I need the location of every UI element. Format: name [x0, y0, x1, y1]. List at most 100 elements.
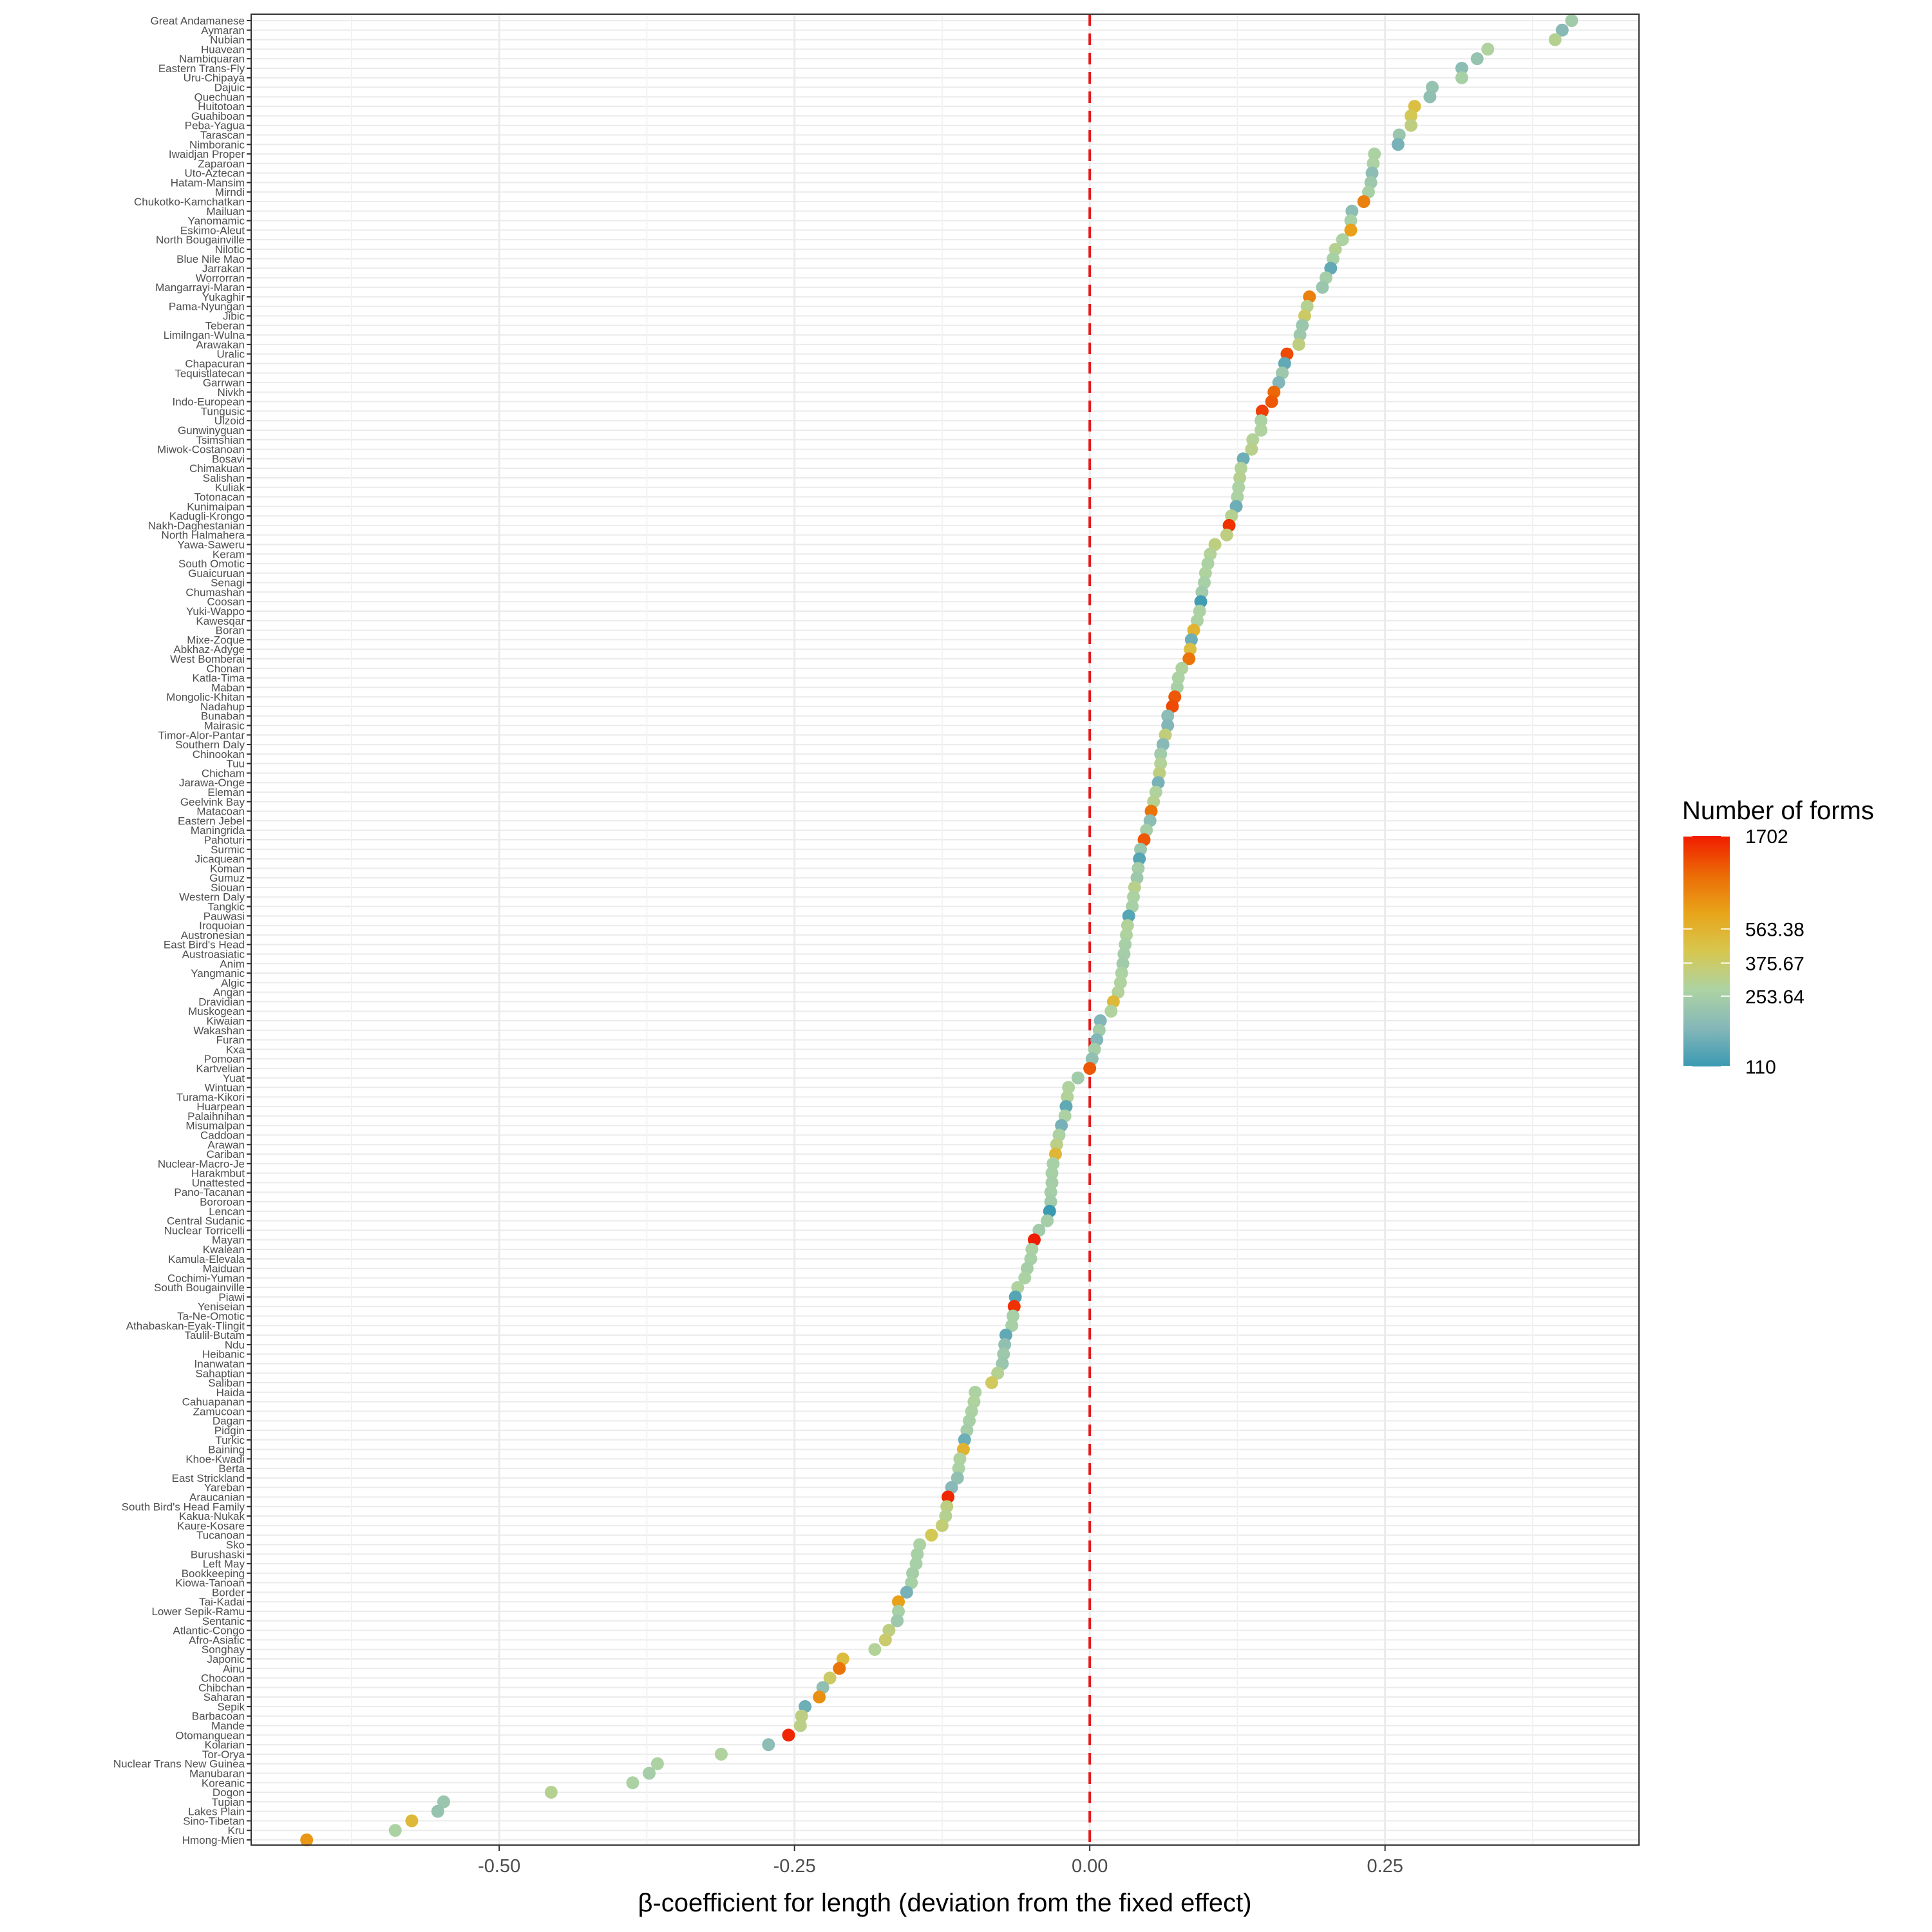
y-tick-label: Maban	[211, 681, 245, 694]
y-tick-label: Great Andamanese	[151, 15, 245, 27]
y-tick-label: Nimboranic	[189, 138, 245, 151]
data-point	[1119, 938, 1132, 951]
data-point	[1405, 109, 1418, 122]
data-point	[1368, 147, 1381, 161]
data-point	[1128, 880, 1141, 894]
data-point	[1032, 1224, 1046, 1237]
y-tick-label: Kolarian	[205, 1739, 245, 1751]
y-tick-label: Piawi	[218, 1291, 245, 1303]
y-tick-label: Tai-Kadai	[199, 1596, 245, 1608]
legend-break-label: 1702	[1745, 826, 1788, 848]
data-point	[1134, 842, 1148, 856]
data-point	[969, 1385, 982, 1399]
data-point	[1045, 1166, 1059, 1180]
data-point	[1104, 1005, 1118, 1018]
data-point	[1154, 747, 1168, 761]
y-tick-label: Pahoturi	[204, 834, 245, 846]
y-tick-label: Maningrida	[191, 824, 245, 837]
data-point	[1423, 90, 1437, 104]
data-point	[643, 1766, 656, 1780]
y-tick-label: Nuclear Trans New Guinea	[113, 1758, 245, 1770]
y-tick-label: Gunwinyguan	[178, 424, 245, 437]
data-point	[1255, 423, 1268, 437]
y-tick-label: Salishan	[203, 472, 245, 484]
y-tick-label: Nambiquaran	[179, 53, 245, 65]
data-point	[1112, 985, 1125, 999]
data-point	[999, 1329, 1012, 1342]
y-tick-label: Songhay	[202, 1643, 245, 1656]
data-point	[823, 1671, 837, 1685]
x-tick-label: 0.25	[1367, 1856, 1403, 1877]
data-point	[998, 1338, 1012, 1351]
y-tick-label: Dravidian	[198, 996, 245, 1008]
legend-colorbar	[1683, 836, 1730, 1066]
data-point	[793, 1719, 807, 1732]
data-point	[833, 1662, 846, 1675]
y-tick-label: Nakh-Daghestanian	[148, 520, 245, 532]
y-tick-label: Miwok-Costanoan	[157, 444, 245, 456]
y-tick-label: Cahuapanan	[182, 1396, 245, 1408]
y-tick-label: Kakua-Nukak	[179, 1510, 245, 1522]
y-tick-label: Palaihnihan	[187, 1110, 245, 1122]
y-tick-label: Tor-Orya	[202, 1748, 245, 1761]
y-tick-label: Athabaskan-Eyak-Tlingit	[126, 1320, 245, 1332]
y-tick-label: Tucanoan	[196, 1530, 245, 1542]
y-tick-label: Siouan	[211, 882, 245, 894]
y-tick-label: Chukotko-Kamchatkan	[134, 196, 245, 208]
data-point	[1470, 52, 1484, 66]
y-tick-label: Uru-Chipaya	[184, 72, 245, 84]
y-tick-label: Araucanian	[189, 1492, 245, 1504]
legend-break-label: 563.38	[1745, 920, 1804, 941]
y-tick-label: Uralic	[217, 348, 245, 361]
gridlines	[251, 14, 1639, 1845]
x-tick-label: 0.00	[1072, 1856, 1108, 1877]
y-tick-label: Turama-Kikori	[176, 1091, 245, 1103]
y-tick-label: Arawakan	[196, 339, 245, 351]
data-point	[1094, 1014, 1107, 1028]
y-tick-label: East Bird's Head	[164, 939, 245, 951]
data-point	[1050, 1138, 1063, 1151]
data-point	[953, 1452, 967, 1466]
y-tick-label: Huitotoan	[198, 100, 245, 113]
y-tick-label: Pidgin	[214, 1425, 245, 1437]
data-point	[1265, 395, 1278, 408]
data-point	[892, 1595, 905, 1609]
y-tick-label: Yuki-Wappo	[186, 605, 245, 618]
y-tick-label: Cochimi-Yuman	[167, 1272, 245, 1284]
y-tick-label: Otomanguean	[175, 1729, 245, 1741]
data-point	[868, 1643, 882, 1656]
data-point	[996, 1357, 1009, 1370]
y-tick-label: Furan	[216, 1034, 245, 1046]
y-tick-label: Barbacoan	[192, 1710, 245, 1723]
data-point	[1041, 1214, 1054, 1227]
y-tick-label: Baining	[208, 1444, 245, 1456]
y-tick-label: Lakes Plain	[188, 1806, 245, 1818]
y-tick-label: Hmong-Mien	[182, 1834, 245, 1846]
y-tick-label: North Bougainville	[156, 234, 245, 246]
data-point	[1229, 500, 1243, 513]
data-point	[1357, 195, 1370, 209]
y-tick-label: Sentanic	[202, 1615, 245, 1627]
y-tick-label: Central Sudanic	[167, 1215, 245, 1227]
y-tick-label: Burushaski	[191, 1548, 245, 1560]
y-tick-label: Bunaban	[201, 710, 245, 723]
y-tick-label: Kru	[228, 1824, 245, 1837]
data-point	[1044, 1195, 1057, 1209]
y-tick-label: Kamula-Elevala	[168, 1253, 245, 1265]
y-tick-label: Chumashan	[185, 586, 245, 598]
y-tick-label: Mangarrayi-Maran	[155, 281, 245, 294]
y-tick-label: East Strickland	[172, 1472, 245, 1484]
y-tick-label: Southern Daly	[175, 739, 245, 751]
x-tick-label: -0.25	[773, 1856, 816, 1877]
y-tick-label: Garrwan	[203, 377, 245, 389]
y-tick-label: Kxa	[226, 1043, 245, 1056]
data-point	[1234, 462, 1247, 475]
data-point	[1018, 1271, 1032, 1285]
data-point	[1255, 414, 1268, 428]
y-tick-label: Quechuan	[194, 91, 245, 103]
y-tick-label: Ta-Ne-Omotic	[177, 1311, 245, 1323]
y-tick-label: Eastern Trans-Fly	[158, 62, 245, 75]
y-tick-label: Unattested	[192, 1177, 245, 1189]
y-tick-label: Keram	[213, 548, 245, 560]
